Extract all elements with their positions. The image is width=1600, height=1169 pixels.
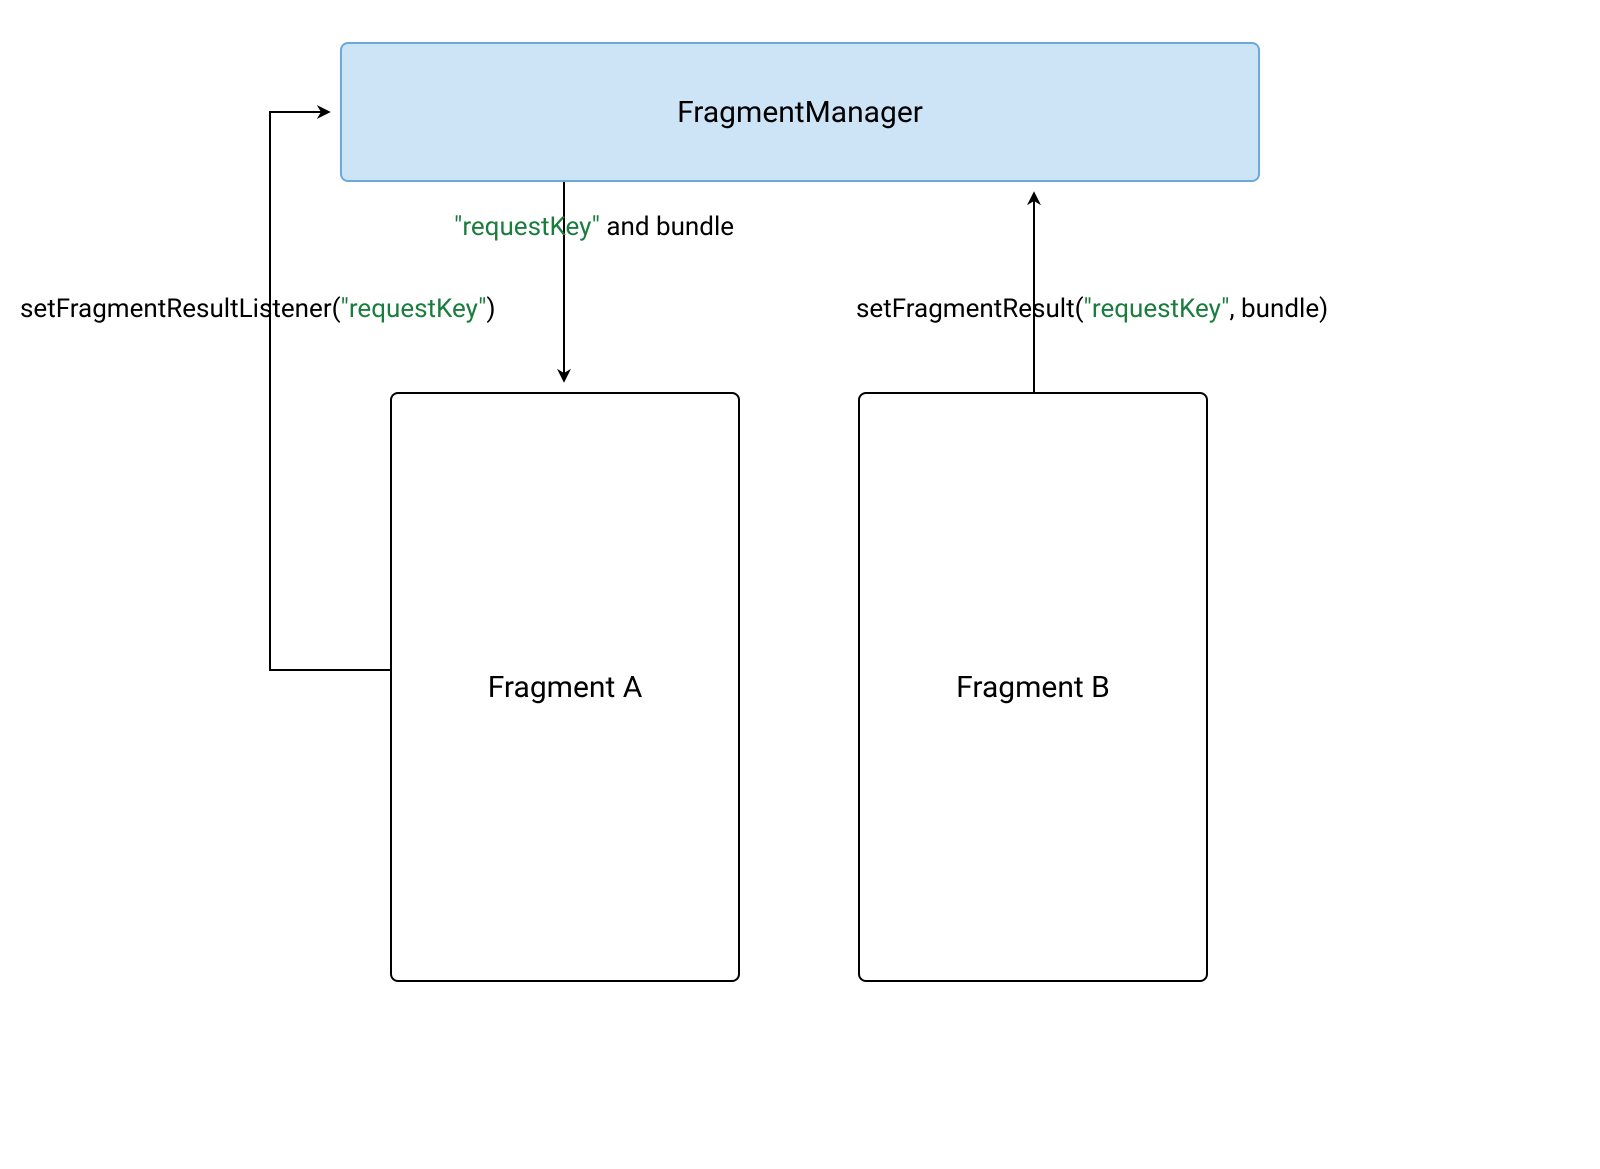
node-fragment-b: Fragment B [858,392,1208,982]
node-fragment-a: Fragment A [390,392,740,982]
edge-label-listener: setFragmentResultListener("requestKey") [20,294,496,324]
node-label: Fragment B [956,670,1110,705]
diagram-container: FragmentManager Fragment A Fragment B se… [0,0,1600,1169]
edge-label-down: "requestKey" and bundle [454,212,734,242]
node-fragment-manager: FragmentManager [340,42,1260,182]
node-label: FragmentManager [677,95,923,130]
edge-label-result: setFragmentResult("requestKey", bundle) [856,294,1328,324]
node-label: Fragment A [488,670,643,705]
